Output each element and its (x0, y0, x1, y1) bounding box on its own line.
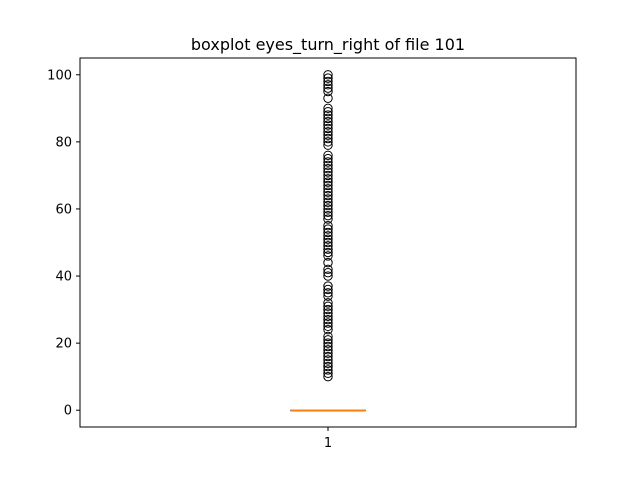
outlier-point (323, 314, 333, 325)
outlier-point (323, 345, 333, 355)
outlier-point (323, 210, 333, 221)
outlier-point (323, 184, 333, 194)
outlier-point (323, 130, 333, 140)
outlier-point (323, 157, 333, 167)
outlier-point (323, 338, 333, 348)
outlier-point (323, 214, 333, 224)
outlier-point (323, 288, 333, 298)
outlier-point (323, 204, 333, 214)
outlier-point (323, 187, 333, 197)
outlier-point (323, 73, 333, 83)
outlier-point (323, 180, 333, 191)
outlier-point (323, 200, 333, 211)
outlier-point (323, 361, 333, 372)
outlier-point (323, 110, 333, 120)
outlier-point (323, 298, 333, 308)
outlier-point (323, 358, 333, 368)
outlier-point (323, 194, 333, 204)
y-tick-label: 100 (47, 68, 72, 83)
outlier-point (323, 301, 333, 311)
outlier-point (323, 123, 333, 134)
outlier-point (323, 281, 333, 291)
outlier-point (323, 341, 333, 352)
chart-title: boxplot eyes_turn_right of file 101 (191, 35, 465, 55)
outlier-point (323, 167, 333, 177)
outlier-point (323, 221, 333, 231)
outlier-point (323, 241, 333, 251)
outlier-point (323, 284, 333, 295)
outlier-point (323, 117, 333, 127)
outlier-point (323, 331, 333, 342)
outlier-point (323, 83, 333, 93)
outlier-point (323, 304, 333, 315)
outlier-point (323, 231, 333, 241)
outlier-point (323, 80, 333, 90)
outlier-point (323, 267, 333, 278)
outlier-point (323, 127, 333, 137)
outlier-point (323, 247, 333, 258)
outlier-point (323, 153, 333, 164)
outlier-point (323, 251, 333, 261)
outlier-point (323, 174, 333, 184)
outlier-point (323, 160, 333, 171)
outlier-point (323, 227, 333, 238)
outlier-point (323, 311, 333, 321)
outlier-point (323, 190, 333, 201)
outlier-point (323, 70, 333, 80)
outlier-point (323, 257, 333, 268)
outlier-point (323, 86, 333, 97)
outlier-point (323, 150, 333, 160)
outlier-point (323, 106, 333, 117)
outlier-point (323, 177, 333, 187)
outlier-point (323, 351, 333, 362)
outlier-point (323, 368, 333, 379)
outlier-point (323, 335, 333, 345)
plot-area: 0 20 40 60 80 100 1 (47, 57, 577, 451)
outlier-point (323, 133, 333, 144)
outlier-point (323, 291, 333, 301)
outlier-point (323, 308, 333, 318)
y-tick-label: 60 (55, 202, 72, 217)
outlier-point (323, 103, 333, 114)
outlier-point (323, 271, 333, 281)
outlier-point (323, 170, 333, 181)
y-tick-label: 20 (55, 337, 72, 352)
outlier-point (323, 140, 333, 150)
outlier-point (323, 113, 333, 124)
outlier-point (323, 355, 333, 365)
outlier-point (323, 237, 333, 248)
outlier-point (323, 234, 333, 244)
outlier-point (323, 348, 333, 358)
outlier-point (323, 365, 333, 375)
outlier-point (323, 325, 333, 335)
outlier-point (323, 244, 333, 254)
x-tick-label: 1 (324, 436, 332, 451)
y-tick-label: 40 (55, 270, 72, 285)
outlier-point (323, 164, 333, 174)
outlier-point (323, 371, 333, 382)
outlier-point (323, 207, 333, 218)
outlier-point (323, 318, 333, 328)
outlier-point (323, 197, 333, 207)
y-tick-label: 80 (55, 135, 72, 150)
outlier-point (323, 321, 333, 332)
outlier-point (323, 137, 333, 147)
outlier-point (323, 224, 333, 234)
outlier-point (323, 264, 333, 275)
outlier-point (323, 76, 333, 87)
outlier-point (323, 93, 333, 103)
y-tick-label: 0 (64, 404, 72, 419)
outlier-point (323, 120, 333, 130)
